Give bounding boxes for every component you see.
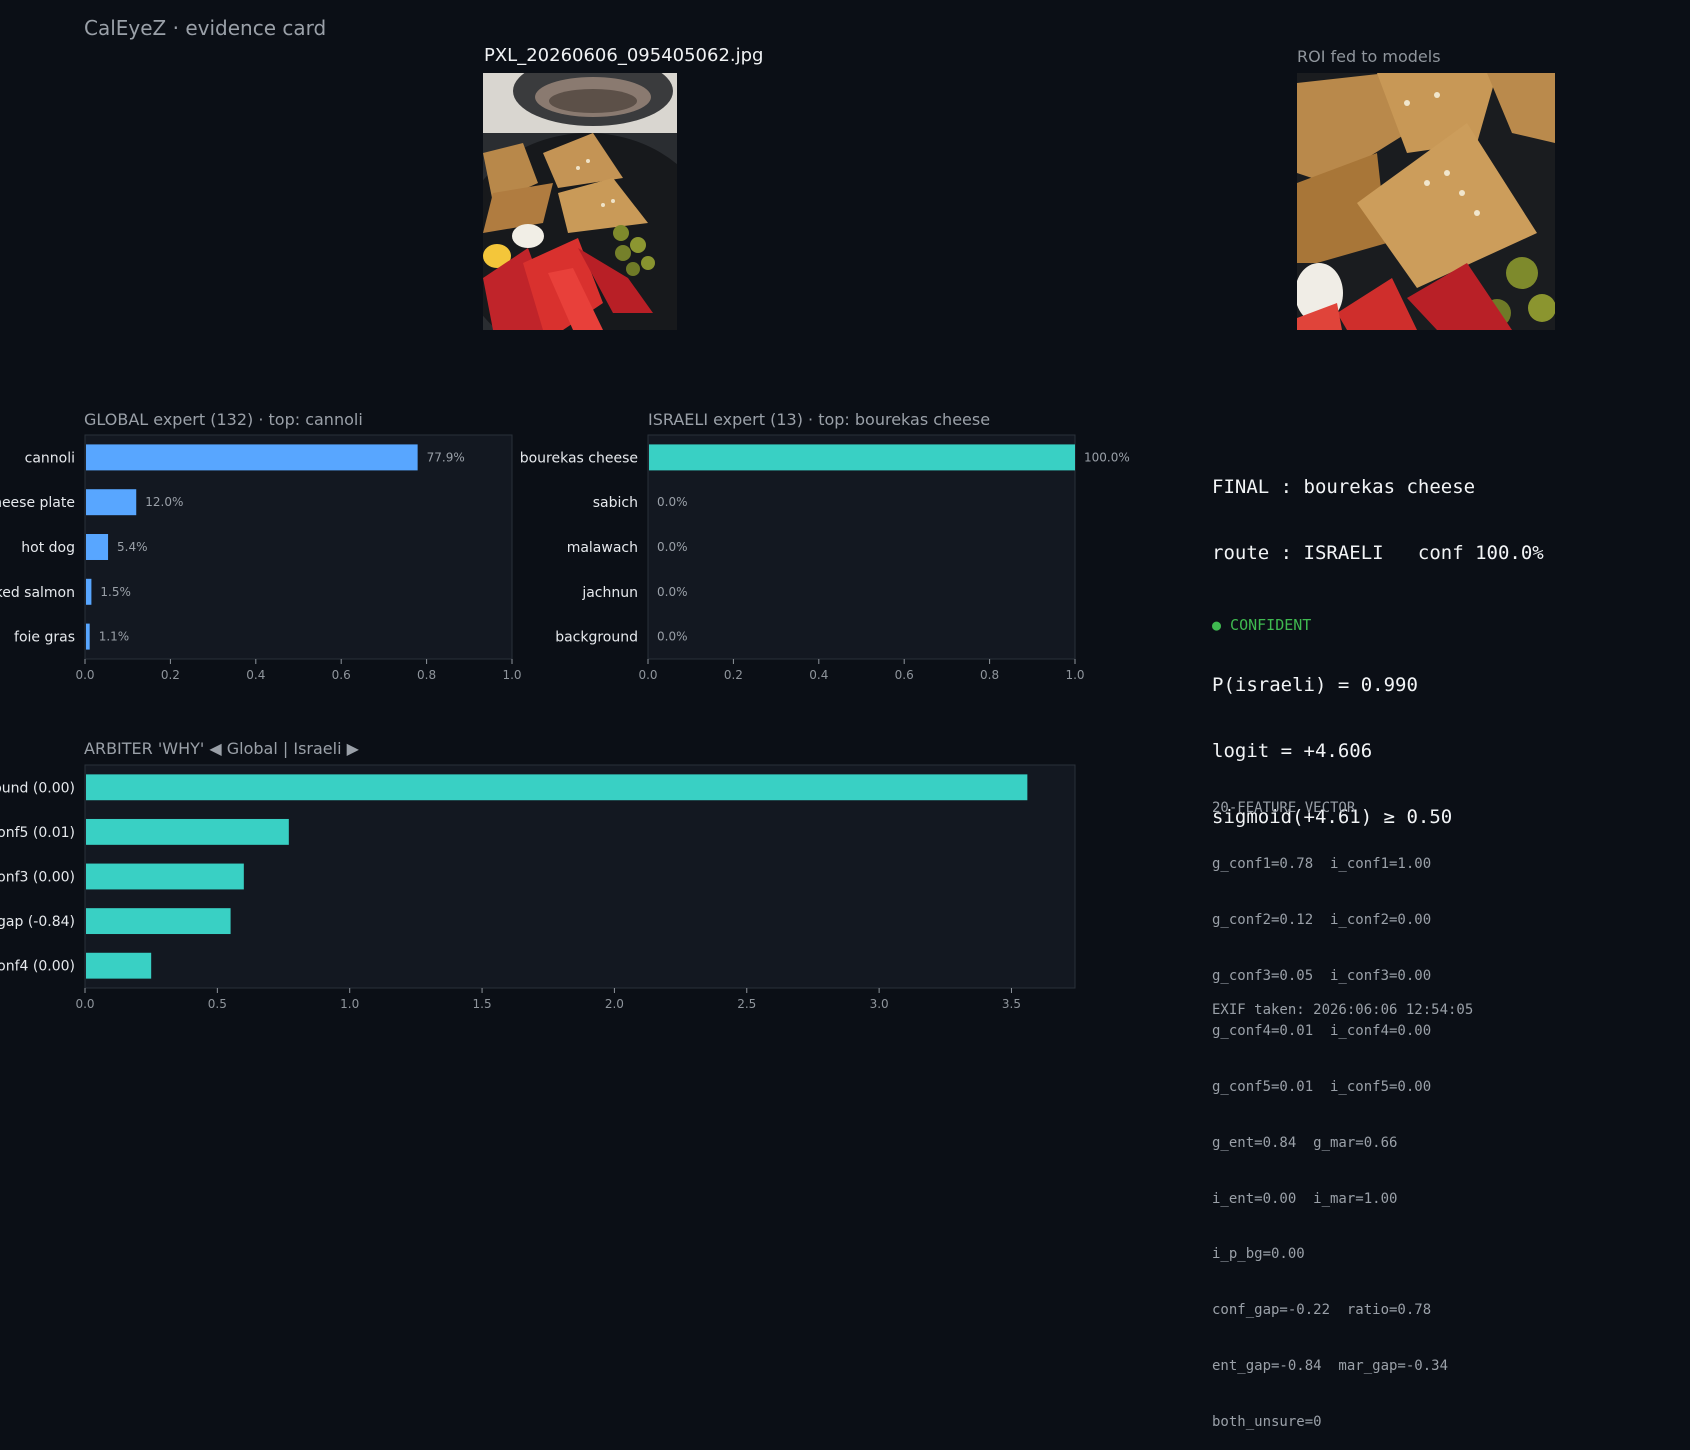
bar [86, 623, 90, 650]
bar [86, 489, 137, 516]
x-tick-label: 3.5 [1002, 997, 1021, 1011]
bar [86, 908, 231, 935]
feature-line: g_conf1=0.78 i_conf1=1.00 [1212, 855, 1432, 872]
bar [86, 534, 109, 560]
x-tick-label: 0.0 [638, 668, 657, 682]
category-label: jachnun [581, 585, 638, 601]
category-label: bourekas cheese [520, 450, 638, 466]
category-label: malawach [567, 540, 638, 556]
bar [86, 444, 418, 471]
arbiter-panel-title: ARBITER 'WHY' ◀ Global | Israeli ▶ [84, 739, 359, 758]
feature-line: g_ent=0.84 g_mar=0.66 [1212, 1134, 1398, 1151]
global-panel-title: GLOBAL expert (132) · top: cannoli [84, 410, 363, 429]
category-label: i_p_background (0.00) [0, 780, 75, 796]
x-tick-label: 0.4 [809, 668, 828, 682]
roi-title: ROI fed to models [1297, 47, 1441, 66]
roi-image [1297, 73, 1555, 330]
plot-area [647, 434, 1076, 660]
data-label: 100.0% [1084, 450, 1130, 464]
sigmoid-line: sigmoid(+4.61) ≥ 0.50 [1212, 806, 1453, 828]
bar [86, 863, 244, 890]
x-tick-label: 0.0 [75, 668, 94, 682]
x-tick-label: 3.0 [870, 997, 889, 1011]
x-tick-label: 0.2 [161, 668, 180, 682]
bar [86, 578, 92, 605]
x-tick-label: 0.2 [724, 668, 743, 682]
x-tick-label: 1.5 [473, 997, 492, 1011]
page-title: CalEyeZ · evidence card [84, 16, 327, 40]
israeli-panel-title: ISRAELI expert (13) · top: bourekas chee… [648, 410, 991, 429]
category-label: sabich [593, 495, 638, 511]
x-tick-label: 2.0 [605, 997, 624, 1011]
bar [86, 818, 289, 845]
image-filename: PXL_20260606_095405062.jpg [484, 45, 764, 66]
category-label: ent_gap (-0.84) [0, 914, 75, 930]
category-label: background [555, 630, 638, 646]
x-tick-label: 0.8 [980, 668, 999, 682]
category-label: cannoli [25, 450, 75, 466]
data-label: 0.0% [657, 495, 688, 509]
bar [86, 774, 1028, 801]
bar [86, 952, 152, 979]
exif-timestamp: EXIF taken: 2026:06:06 12:54:05 [1212, 1002, 1474, 1018]
feature-vector: 20-FEATURE VECTOR g_conf1=0.78 i_conf1=1… [1212, 762, 1448, 1450]
feature-line: both_unsure=0 [1212, 1413, 1322, 1430]
feature-line: g_conf2=0.12 i_conf2=0.00 [1212, 911, 1432, 928]
confidence-status: ● CONFIDENT [1212, 616, 1312, 634]
israeli-expert-chart: bourekas cheese 100.0% sabich 0.0% malawach 0… [520, 434, 1130, 682]
food-photo [483, 73, 677, 330]
feature-line: conf_gap=-0.22 ratio=0.78 [1212, 1302, 1432, 1319]
feature-vector-title: 20-FEATURE VECTOR [1212, 800, 1356, 817]
x-tick-label: 0.4 [246, 668, 265, 682]
arbiter-chart: i_p_background (0.00) i_conf5 (0.01) i_con… [0, 764, 1076, 1011]
x-tick-label: 0.8 [417, 668, 436, 682]
probability-line: P(israeli) = 0.990 [1212, 674, 1418, 696]
feature-line: g_conf3=0.05 i_conf3=0.00 [1212, 967, 1432, 984]
data-label: 0.0% [657, 540, 688, 554]
data-label: 0.0% [657, 630, 688, 644]
data-label: 5.4% [117, 540, 148, 554]
x-tick-label: 0.5 [208, 997, 227, 1011]
roi-illustration [1297, 73, 1555, 330]
x-tick-label: 0.0 [75, 997, 94, 1011]
bar [649, 444, 1075, 471]
category-label: i_conf5 (0.01) [0, 825, 75, 841]
category-label: i_conf3 (0.00) [0, 870, 75, 886]
logit-line: logit = +4.606 [1212, 740, 1373, 762]
final-verdict: FINAL : bourekas cheese route : ISRAELI … [1212, 432, 1544, 850]
category-label: foie gras [14, 630, 75, 646]
route-line: route : ISRAELI conf 100.0% [1212, 542, 1544, 564]
feature-line: g_conf5=0.01 i_conf5=0.00 [1212, 1079, 1432, 1096]
category-label: hot dog [21, 540, 75, 556]
x-tick-label: 2.5 [737, 997, 756, 1011]
feature-line: i_p_bg=0.00 [1212, 1246, 1305, 1263]
data-label: 77.9% [427, 450, 465, 464]
food-photo-illustration [483, 73, 677, 330]
category-label: smoked salmon [0, 585, 75, 601]
x-tick-label: 0.6 [895, 668, 914, 682]
feature-line: i_ent=0.00 i_mar=1.00 [1212, 1190, 1398, 1207]
x-tick-label: 1.0 [340, 997, 359, 1011]
data-label: 1.1% [99, 630, 129, 644]
category-label: cheese plate [0, 495, 75, 511]
final-line: FINAL : bourekas cheese [1212, 476, 1476, 498]
category-label: i_conf4 (0.00) [0, 959, 75, 975]
plot-area [84, 764, 1076, 989]
feature-line: g_conf4=0.01 i_conf4=0.00 [1212, 1023, 1432, 1040]
x-tick-label: 1.0 [502, 668, 521, 682]
plot-area [84, 434, 513, 660]
data-label: 1.5% [100, 585, 131, 599]
data-label: 12.0% [145, 495, 183, 509]
feature-line: ent_gap=-0.84 mar_gap=-0.34 [1212, 1358, 1449, 1374]
data-label: 0.0% [657, 585, 688, 599]
x-tick-label: 0.6 [332, 668, 351, 682]
x-tick-label: 1.0 [1065, 668, 1084, 682]
global-expert-chart: cannoli 77.9% cheese plate 12.0% hot dog 5.4%… [0, 434, 522, 682]
